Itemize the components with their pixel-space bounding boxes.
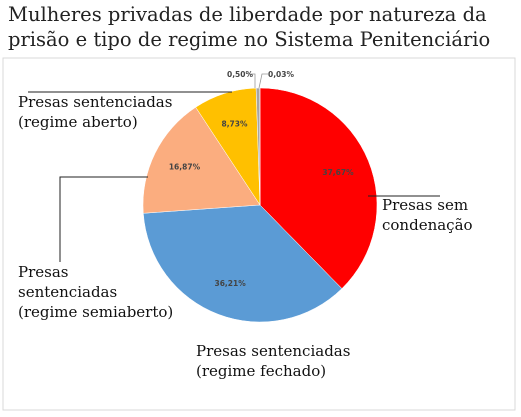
leader-line [59, 176, 148, 262]
chart-border [2, 57, 516, 411]
category-label: Presas sentenciadas (regime fechado) [196, 342, 351, 380]
pie [142, 87, 378, 323]
category-label: Presas sentenciadas (regime semiaberto) [18, 263, 174, 321]
leader-line [258, 73, 268, 89]
value-label: 8,73% [221, 120, 248, 129]
pie-slice [142, 106, 261, 214]
value-label: 0,03% [268, 70, 295, 79]
category-label: Presas sem condenação [382, 196, 473, 234]
value-label: 0,50% [227, 70, 254, 79]
pie-slice [143, 204, 343, 323]
chart-title: Mulheres privadas de liberdade por natur… [8, 2, 490, 52]
pie-slice [259, 87, 378, 289]
value-label: 16,87% [169, 163, 201, 172]
title-line: prisão e tipo de regime no Sistema Penit… [8, 28, 491, 51]
value-label: 36,21% [215, 279, 247, 288]
value-label: 37,67% [322, 168, 354, 177]
category-label: Presas sentenciadas (regime aberto) [18, 93, 173, 131]
title-line: Mulheres privadas de liberdade por natur… [8, 3, 487, 26]
leader-line [248, 73, 256, 88]
